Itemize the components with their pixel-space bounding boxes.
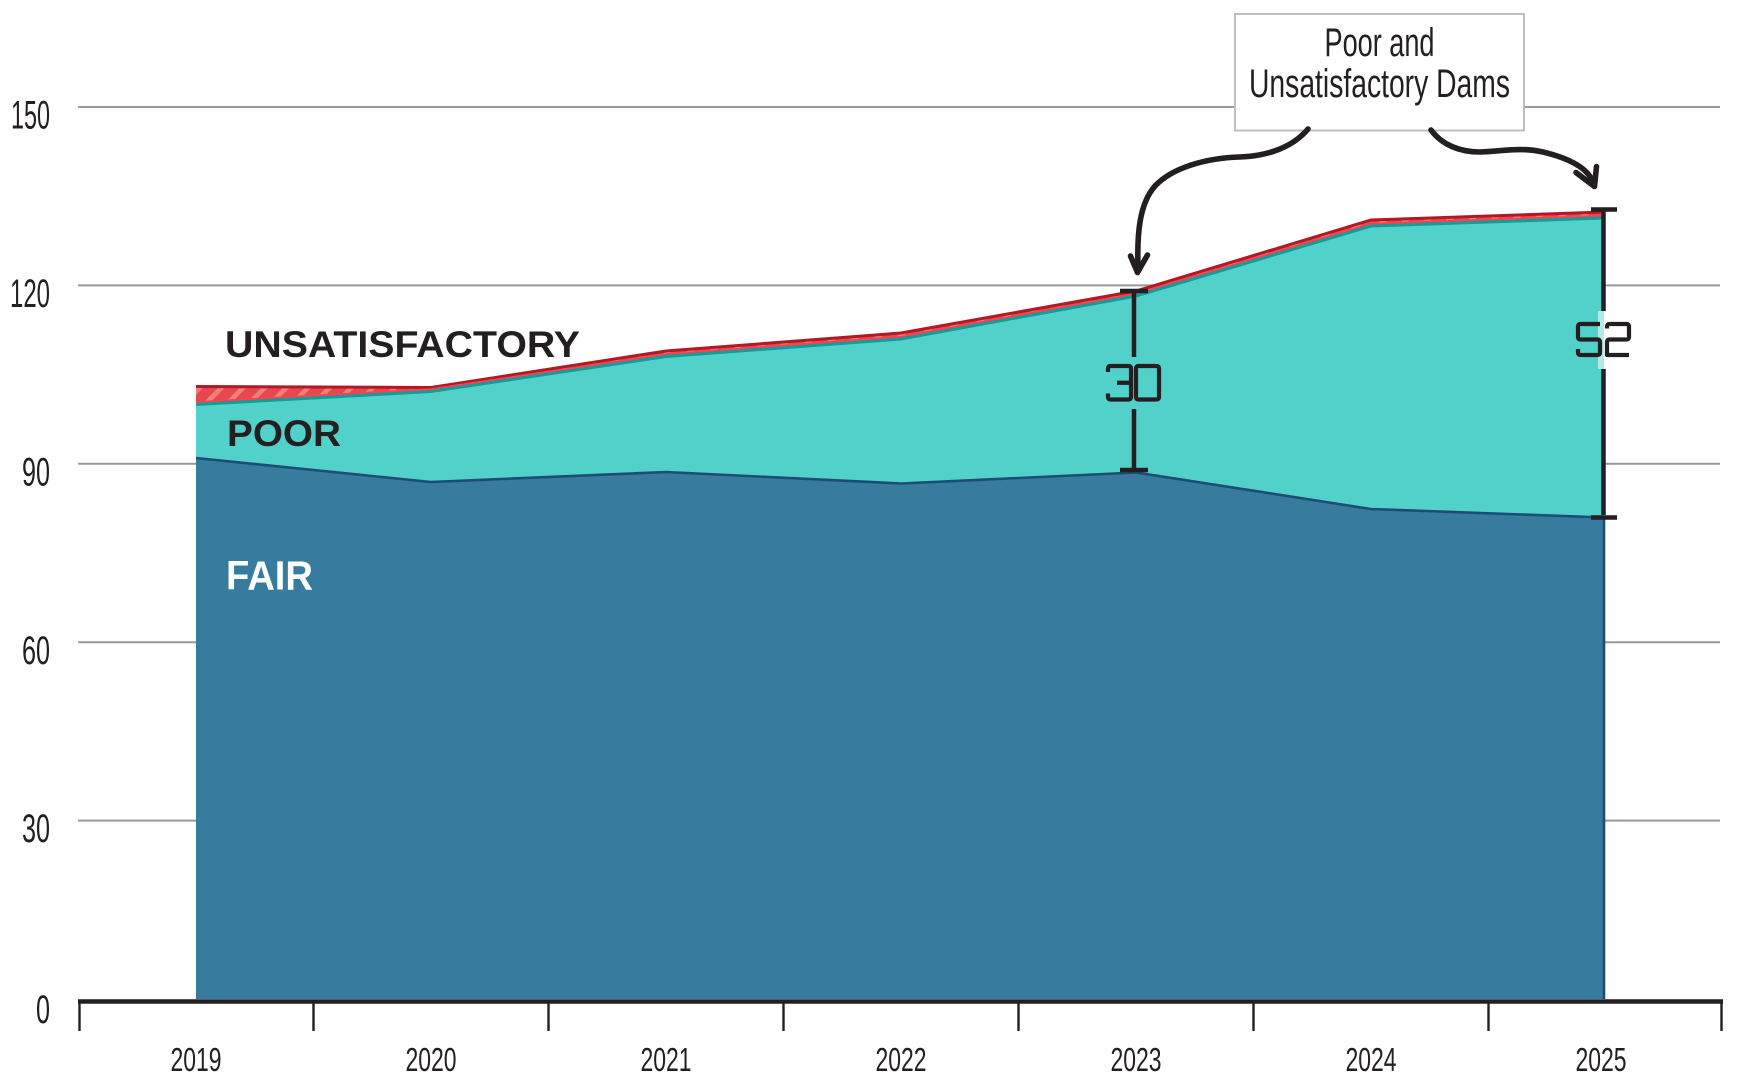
svg-text:2025: 2025: [1576, 1041, 1627, 1078]
svg-text:FAIR: FAIR: [226, 553, 313, 599]
svg-text:Unsatisfactory Dams: Unsatisfactory Dams: [1249, 62, 1510, 106]
svg-text:POOR: POOR: [227, 413, 341, 454]
svg-text:Poor and: Poor and: [1325, 21, 1435, 65]
svg-text:60: 60: [22, 629, 50, 673]
svg-text:90: 90: [22, 451, 50, 495]
svg-text:2024: 2024: [1346, 1041, 1397, 1078]
svg-text:2019: 2019: [171, 1041, 222, 1078]
svg-text:UNSATISFACTORY: UNSATISFACTORY: [225, 324, 580, 365]
svg-text:2021: 2021: [641, 1041, 692, 1078]
svg-text:30: 30: [22, 807, 50, 851]
svg-text:0: 0: [36, 988, 50, 1032]
svg-text:2020: 2020: [406, 1041, 457, 1078]
svg-text:150: 150: [11, 94, 50, 138]
svg-text:2022: 2022: [876, 1041, 927, 1078]
svg-text:2023: 2023: [1111, 1041, 1162, 1078]
svg-text:120: 120: [10, 272, 50, 316]
